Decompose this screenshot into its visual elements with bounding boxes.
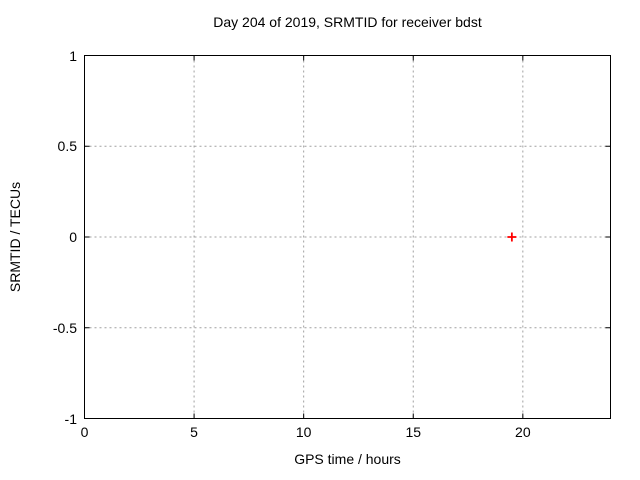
- y-tick-label: -0.5: [52, 319, 77, 336]
- y-tick-label: 0.5: [57, 138, 77, 155]
- x-tick-label: 0: [80, 424, 89, 440]
- plot-border: [84, 55, 611, 419]
- x-axis-label: GPS time / hours: [294, 451, 401, 467]
- y-tick-label: 0: [69, 229, 77, 245]
- chart-title: Day 204 of 2019, SRMTID for receiver bds…: [213, 14, 482, 30]
- plot-svg: [84, 55, 611, 419]
- y-tick-label: -1: [64, 410, 77, 427]
- x-tick-label: 15: [405, 424, 422, 440]
- x-tick-label: 10: [295, 424, 312, 440]
- x-tick-label: 20: [515, 424, 531, 440]
- y-tick-label: 1: [69, 47, 77, 64]
- plot-area: [84, 55, 611, 419]
- x-tick-label: 5: [190, 424, 198, 440]
